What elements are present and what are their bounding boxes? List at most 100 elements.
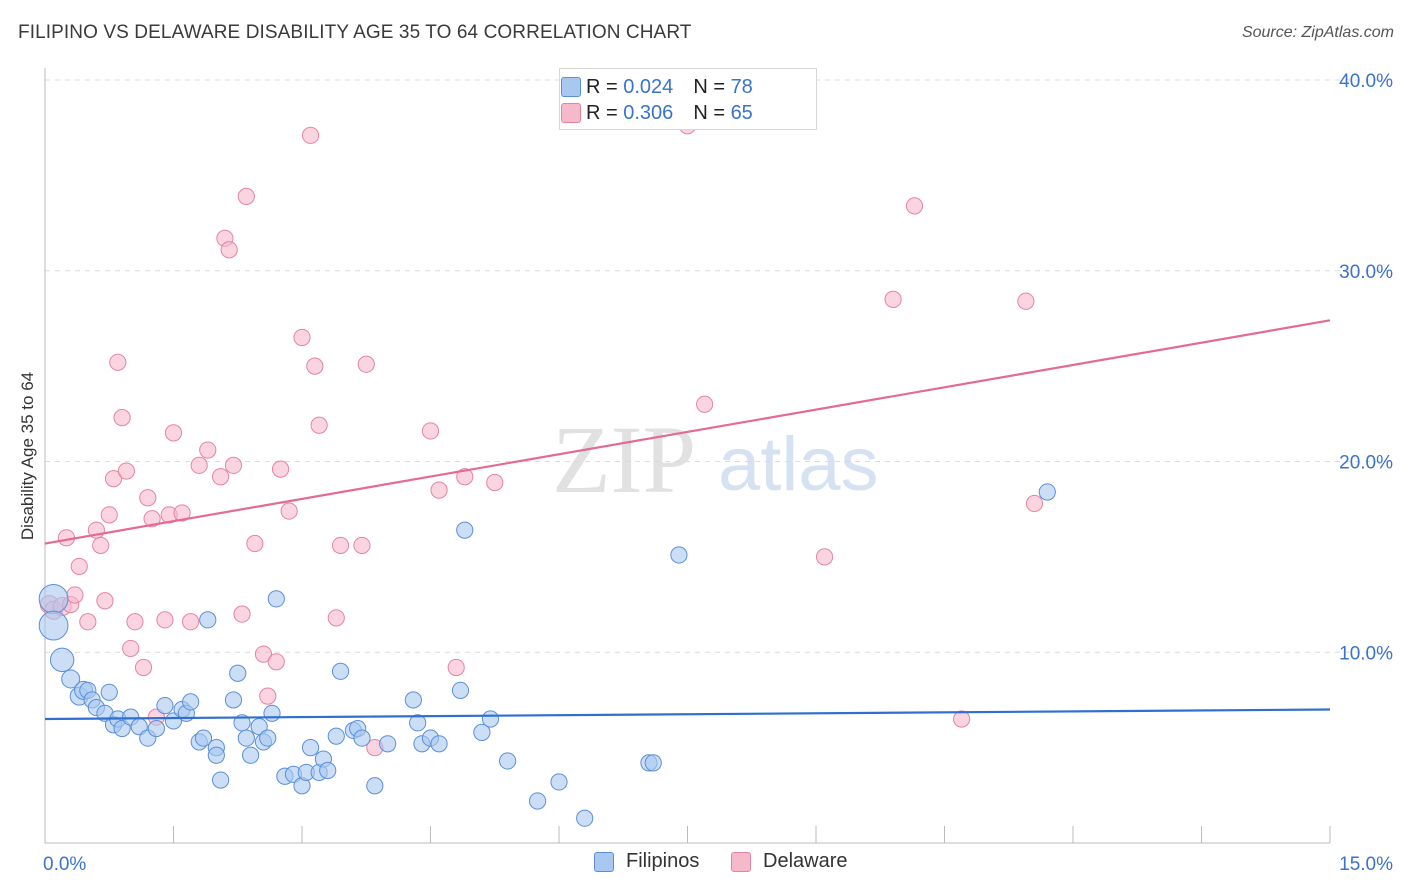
legend-r-value: 0.024 [623,75,674,98]
axes [44,68,1331,844]
filipinos-point [528,792,547,810]
legend-r-value: 0.306 [623,101,674,124]
filipinos-point [353,729,371,747]
filipinos-point [366,777,384,795]
delaware-point [1017,292,1035,310]
delaware-point [79,613,97,631]
filipinos-point [38,610,69,641]
delaware-point [696,395,714,413]
delaware-point [953,710,971,728]
legend-n-value: 65 [730,101,753,124]
filipinos-point [550,773,568,791]
y-axis-label: Disability Age 35 to 64 [18,372,37,540]
legend-swatch-filipinos [594,851,614,872]
delaware-point [156,611,174,629]
legend-swatch-pink [561,103,581,123]
delaware-point [224,456,243,474]
delaware-point [267,653,285,671]
delaware-point [182,613,200,631]
tick-labels: 10.0% 20.0% 30.0% 40.0% 0.0% 15.0% [43,71,1393,875]
delaware-point [353,536,371,555]
delaware-trend-line [44,319,1331,545]
delaware-point [134,658,153,677]
x-tick-label-max: 15.0% [1339,854,1393,875]
legend-item-filipinos: Filipinos [594,850,699,873]
legend-label-filipinos: Filipinos [626,850,700,872]
delaware-point [237,187,255,205]
filipinos-point [331,662,350,680]
delaware-point [173,504,191,522]
filipinos-point [156,697,174,715]
delaware-point [164,424,183,442]
filipinos-point [259,729,277,747]
delaware-point [96,592,114,610]
filipinos-points [38,483,1056,827]
legend-n-label: N = [693,101,731,124]
watermark-zip: ZIP [552,406,696,513]
legend-swatch-delaware [731,851,751,872]
filipinos-point [301,739,320,757]
filipinos-point [404,691,422,709]
filipinos-point [182,693,200,711]
delaware-point [271,460,290,478]
filipinos-point [237,729,255,747]
delaware-point [327,609,345,627]
filipinos-point [456,521,474,539]
legend-n-label: N = [693,75,731,98]
legend-n-value: 78 [730,75,753,98]
delaware-point [280,502,298,520]
delaware-point [113,409,131,427]
filipinos-point [670,546,688,564]
filipinos-point [147,719,165,738]
filipinos-point [113,719,131,738]
filipinos-point [319,761,337,780]
delaware-point [884,290,902,308]
legend-row-filipinos: R = 0.024 N = 78 [561,74,753,100]
delaware-point [430,481,448,499]
x-tick-label-min: 0.0% [43,854,86,875]
filipinos-trend-line [44,708,1331,721]
delaware-point [306,357,324,375]
delaware-point [70,557,88,576]
delaware-point [220,241,238,259]
filipinos-point [499,752,517,770]
delaware-point [905,197,924,215]
filipinos-point [49,647,75,673]
delaware-point [301,126,320,144]
filipinos-point [263,704,281,722]
filipinos-point [229,664,247,682]
delaware-point [139,489,157,507]
delaware-point [212,468,230,486]
delaware-point [66,586,84,604]
filipinos-point [481,710,500,728]
delaware-point [310,416,328,434]
delaware-point [486,473,504,492]
delaware-point [293,328,311,347]
filipinos-point [576,809,594,827]
legend-label-delaware: Delaware [763,850,848,872]
y-tick-label: 40.0% [1339,71,1393,92]
delaware-point [122,639,140,658]
delaware-point [815,548,834,566]
source-label: Source: ZipAtlas.com [1241,24,1394,41]
filipinos-point [212,771,230,789]
delaware-point [126,613,144,631]
delaware-point [109,353,127,371]
delaware-point [246,534,264,553]
chart-title: FILIPINO VS DELAWARE DISABILITY AGE 35 T… [18,22,692,43]
filipinos-point [199,611,217,629]
series-legend: Filipinos Delaware [0,850,1406,878]
grid-lines [45,79,1395,653]
filipinos-point [224,691,243,709]
filipinos-point [194,729,213,747]
delaware-point [421,422,440,440]
y-tick-label: 30.0% [1339,262,1393,283]
delaware-point [100,506,118,524]
filipinos-point [100,683,118,701]
filipinos-point [409,714,427,732]
delaware-point [259,687,277,705]
legend-r-label: R = [586,75,624,98]
filipinos-point [327,727,345,745]
delaware-point [190,456,208,474]
delaware-points [39,117,1044,757]
